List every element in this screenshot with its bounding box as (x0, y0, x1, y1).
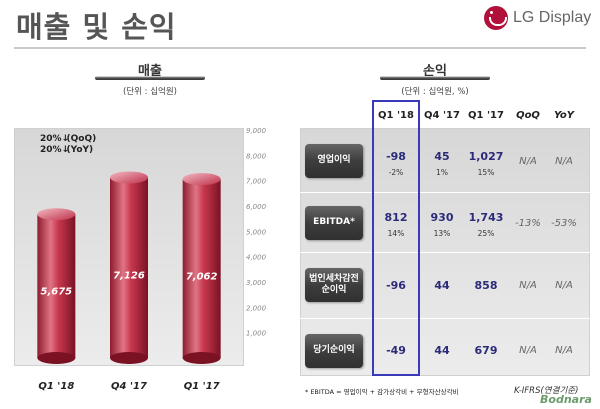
cell-yoy: -53% (551, 218, 577, 229)
col-header-q1-17: Q1 '17 (468, 110, 504, 121)
cell-value: 812 (384, 211, 408, 224)
cell-yoy: N/A (555, 345, 573, 356)
x-tick-label: Q1 '17 (184, 381, 220, 392)
cell-value: 679 (474, 344, 498, 357)
cell-margin: -2% (388, 168, 404, 177)
growth-qoq: 20%↓(QoQ) (40, 134, 96, 144)
lg-logo-icon (484, 6, 508, 30)
cell-value: -98 (386, 150, 406, 163)
pnl-unit: (단위 : 십억원, %) (401, 87, 469, 97)
brand: LG Display (484, 6, 591, 30)
basis-note: K-IFRS(연결기준) (514, 386, 579, 396)
cell-qoq: N/A (519, 345, 537, 356)
title-divider (14, 47, 586, 49)
row-label-pretax-income: 법인세차감전 순이익 (305, 268, 363, 302)
bar-value-label: 5,675 (41, 287, 73, 298)
y-tick-label: 4,000 (246, 254, 267, 262)
cell-value: 858 (474, 279, 498, 292)
y-tick-label: 1,000 (246, 330, 267, 338)
row-divider (300, 252, 590, 253)
growth-yoy-label: (YoY) (66, 145, 94, 155)
brand-name: LG Display (513, 9, 592, 26)
growth-yoy: 20%↓(YoY) (40, 145, 93, 155)
cell-value: 45 (434, 150, 450, 163)
q1-18-highlight-box (372, 100, 420, 376)
y-tick-label: 3,000 (246, 279, 267, 287)
bar-value-label: 7,062 (186, 271, 218, 282)
bar-cap (37, 208, 76, 221)
bar-value-label: 7,126 (113, 271, 145, 282)
cell-value: -49 (386, 344, 406, 357)
bar-cap (110, 171, 148, 184)
cell-margin: 13% (433, 229, 451, 238)
cell-qoq: N/A (519, 280, 537, 291)
pnl-title-rule (380, 76, 490, 80)
x-tick-label: Q4 '17 (111, 381, 147, 392)
col-header-q4-17: Q4 '17 (424, 110, 460, 121)
y-tick-label: 7,000 (246, 178, 267, 186)
bar-cap (182, 173, 221, 186)
cell-margin: 1% (436, 168, 448, 177)
col-header-qoq: QoQ (516, 110, 540, 121)
cell-yoy: N/A (555, 156, 573, 167)
row-label-ebitda: EBITDA* (305, 206, 363, 240)
col-header-yoy: YoY (553, 110, 575, 121)
cell-value: 930 (430, 211, 454, 224)
bar-base (182, 352, 221, 364)
y-tick-label: 6,000 (246, 203, 267, 211)
y-tick-label: 2,000 (246, 304, 267, 312)
cell-yoy: N/A (555, 280, 573, 291)
pnl-section-title: 손익 (423, 64, 447, 79)
watermark: Bodnara (540, 393, 592, 406)
col-header-q1-18: Q1 '18 (378, 110, 414, 121)
ebitda-footnote: * EBITDA = 영업이익 + 감가상각비 + 무형자산상각비 (305, 388, 459, 396)
row-divider (300, 318, 590, 319)
cell-margin: 14% (387, 229, 405, 238)
bar (182, 179, 221, 358)
cell-value: -96 (386, 279, 406, 292)
down-arrow-icon: ↓ (61, 145, 70, 155)
cell-value: 1,027 (468, 150, 504, 163)
page-title: 매출 및 손익 (16, 10, 177, 44)
growth-yoy-value: 20% (40, 145, 62, 155)
down-arrow-icon: ↓ (61, 134, 70, 144)
y-tick-label: 5,000 (246, 228, 267, 236)
bar (110, 177, 148, 358)
y-tick-label: 8,000 (246, 152, 267, 160)
cell-value: 1,743 (468, 211, 504, 224)
revenue-unit: (단위 : 십억원) (122, 87, 177, 97)
growth-qoq-label: (QoQ) (66, 134, 97, 144)
revenue-section-title: 매출 (138, 64, 162, 79)
y-tick-label: 9,000 (246, 127, 267, 135)
bar-base (110, 352, 148, 364)
cell-qoq: -13% (515, 218, 541, 229)
cell-qoq: N/A (519, 156, 537, 167)
cell-margin: 25% (477, 229, 495, 238)
cell-margin: 15% (477, 168, 495, 177)
row-label-net-income: 당기순이익 (305, 334, 363, 368)
cell-value: 44 (434, 344, 450, 357)
row-label-operating-profit: 영업이익 (305, 144, 363, 178)
bar-base (37, 352, 76, 364)
bar (37, 214, 76, 358)
revenue-title-rule (95, 76, 205, 80)
row-divider (300, 192, 590, 193)
x-tick-label: Q1 '18 (38, 381, 74, 392)
cell-value: 44 (434, 279, 450, 292)
growth-qoq-value: 20% (40, 134, 62, 144)
